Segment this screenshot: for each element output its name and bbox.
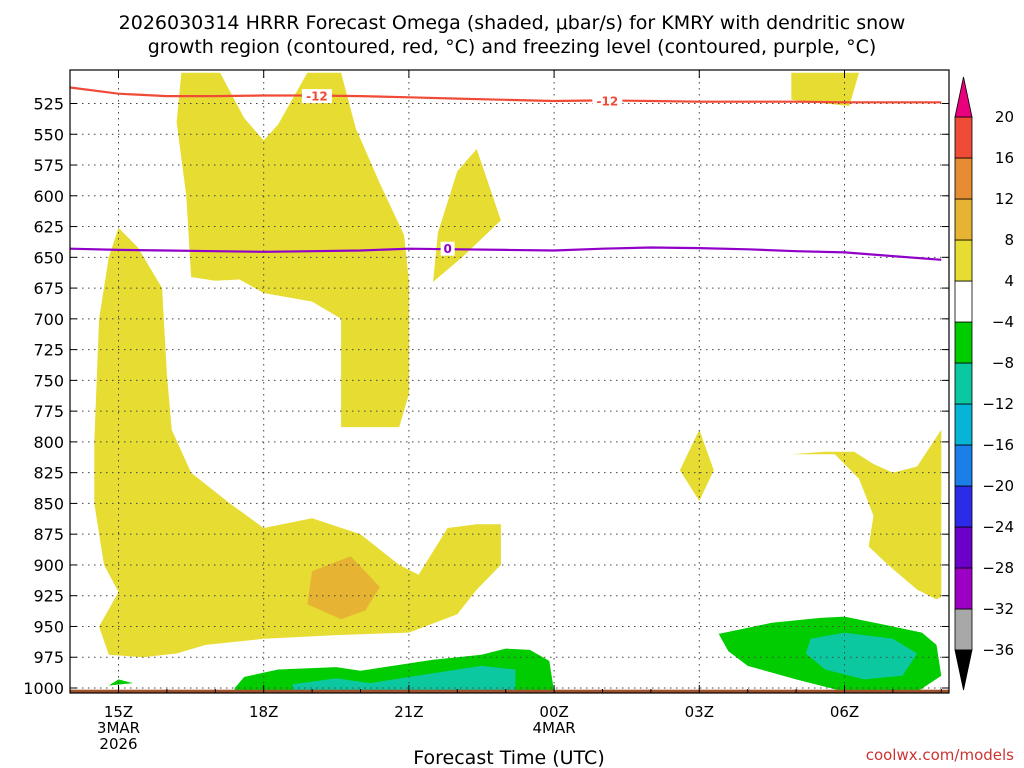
x-tick-label: 3MAR	[97, 719, 140, 737]
shaded-region-4	[791, 72, 859, 106]
shaded-region-11	[805, 632, 918, 680]
y-tick-label: 800	[33, 433, 64, 452]
x-tick-label: 00Z	[539, 703, 568, 721]
contour-label-bg	[440, 241, 455, 256]
shaded-region-3	[679, 429, 714, 501]
colorbar-tick-label: 16	[995, 149, 1014, 167]
colorbar-tick-label: −4	[992, 313, 1014, 331]
chart-title-line2: growth region (contoured, red, °C) and f…	[148, 36, 877, 58]
colorbar-bin	[954, 567, 973, 610]
y-tick-label: 775	[33, 402, 64, 421]
x-tick-label: 15Z	[104, 703, 133, 721]
y-tick-label: 950	[33, 617, 64, 636]
shaded-region-0	[176, 72, 409, 428]
colorbar-bin	[954, 321, 973, 364]
colorbar-bin	[954, 239, 973, 282]
colorbar-under-arrow	[954, 649, 973, 691]
ground-layer	[70, 689, 949, 693]
ground-fill	[70, 689, 949, 693]
colorbar-tick-label: 8	[1004, 231, 1014, 249]
y-tick-label: 725	[33, 341, 64, 360]
colorbar-over-arrow	[954, 76, 973, 118]
y-tick-label: 625	[33, 218, 64, 237]
colorbar-tick-label: −16	[982, 436, 1014, 454]
contour-line-1	[70, 246, 942, 261]
contour-label: -12	[596, 95, 618, 109]
colorbar-tick-label: −8	[992, 354, 1014, 372]
colorbar-bin	[954, 362, 973, 405]
colorbar-tick-label: −28	[982, 559, 1014, 577]
credit-text: coolwx.com/models	[866, 746, 1014, 764]
omega-shading	[94, 72, 942, 692]
plot-frame	[69, 69, 950, 694]
y-tick-label: 975	[33, 648, 64, 667]
chart-title-line1: 2026030314 HRRR Forecast Omega (shaded, …	[119, 12, 906, 34]
y-tick-label: 600	[33, 187, 64, 206]
y-tick-label: 525	[33, 95, 64, 114]
colorbar-bin	[954, 526, 973, 569]
colorbar-tick-label: −36	[982, 641, 1014, 659]
shaded-region-7	[108, 679, 133, 686]
colorbar-bin	[954, 403, 973, 446]
y-tick-label: 900	[33, 556, 64, 575]
contour-lines: -12 -12 0	[70, 86, 942, 261]
colorbar-tick-label: −24	[982, 518, 1014, 536]
x-tick-label: 03Z	[685, 703, 714, 721]
shaded-region-1	[94, 227, 501, 658]
colorbar-tick-label: 12	[995, 190, 1014, 208]
colorbar-bin	[954, 485, 973, 528]
colorbar-bin	[954, 444, 973, 487]
colorbar-bin	[954, 198, 973, 241]
x-axis-label: Forecast Time (UTC)	[413, 747, 604, 768]
colorbar-bin	[954, 157, 973, 200]
shaded-region-6	[307, 556, 380, 620]
x-tick-label: 18Z	[249, 703, 278, 721]
y-tick-label: 925	[33, 587, 64, 606]
colorbar-bin	[954, 280, 973, 323]
y-tick-label: 550	[33, 125, 64, 144]
x-tick-label: 21Z	[394, 703, 423, 721]
colorbar-bin	[954, 608, 973, 651]
grid-lines	[70, 70, 949, 693]
y-tick-label: 1000	[23, 679, 64, 698]
contour-label-bg	[592, 94, 623, 109]
colorbar-bin	[954, 116, 973, 159]
contour-line-0	[70, 86, 942, 104]
y-tick-label: 575	[33, 156, 64, 175]
x-tick-label: 4MAR	[533, 719, 576, 737]
contour-label: -12	[306, 90, 328, 104]
colorbar: −36 −32 −28 −24 −20 −16 −12 −8 −4 4 8 12 16 20	[954, 76, 1014, 691]
y-tick-label: 700	[33, 310, 64, 329]
colorbar-tick-label: 4	[1004, 272, 1014, 290]
contour-label: 0	[443, 242, 451, 256]
y-tick-label: 825	[33, 464, 64, 483]
colorbar-tick-label: −12	[982, 395, 1014, 413]
y-axis: 525 550 575 600 625 650 675 700 725 750 775 800 825 8…	[23, 95, 949, 698]
y-tick-label: 850	[33, 494, 64, 513]
colorbar-tick-label: 20	[995, 108, 1014, 126]
shaded-region-2	[433, 149, 501, 282]
y-tick-label: 750	[33, 371, 64, 390]
y-tick-label: 650	[33, 248, 64, 267]
shaded-region-5	[791, 429, 942, 600]
contour-label-bg	[301, 89, 332, 104]
colorbar-tick-label: −32	[982, 600, 1014, 618]
colorbar-tick-label: −20	[982, 477, 1014, 495]
y-tick-label: 675	[33, 279, 64, 298]
x-tick-label: 06Z	[830, 703, 859, 721]
y-tick-label: 875	[33, 525, 64, 544]
shaded-region-10	[292, 665, 516, 692]
x-tick-label: 2026	[99, 735, 137, 753]
